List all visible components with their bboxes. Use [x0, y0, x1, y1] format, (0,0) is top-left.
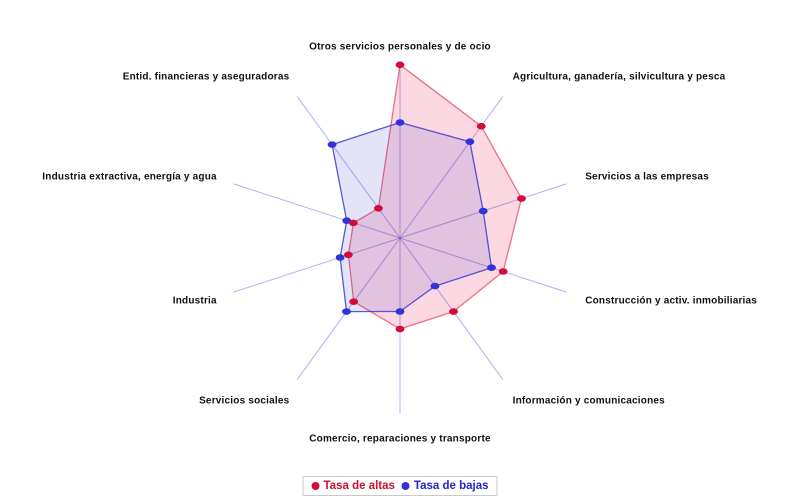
bajas-point-8[interactable] — [342, 217, 352, 224]
altas-point-1[interactable] — [476, 122, 486, 130]
axis-label-6: Servicios sociales — [199, 395, 290, 406]
axis-label-8: Industria extractiva, energía y agua — [42, 172, 217, 183]
bajas-point-5[interactable] — [395, 308, 405, 315]
axis-line-1 — [399, 96, 504, 239]
axis-label-9: Entid. financieras y aseguradoras — [123, 72, 290, 83]
bajas-point-7[interactable] — [335, 254, 345, 261]
altas-point-7[interactable] — [344, 251, 353, 259]
altas-point-8[interactable] — [349, 219, 358, 227]
axis-label-7: Industria — [173, 295, 217, 306]
axis-label-4: Información y comunicaciones — [513, 395, 666, 406]
axis-line-7 — [233, 237, 401, 293]
axis-label-5: Comercio, reparaciones y transporte — [309, 434, 491, 445]
bajas-point-4[interactable] — [430, 282, 440, 290]
bajas-point-1[interactable] — [465, 138, 475, 145]
altas-point-4[interactable] — [449, 308, 458, 315]
legend-item-tasa-de-bajas[interactable]: Tasa de bajas — [401, 479, 489, 493]
altas-point-0[interactable] — [395, 61, 405, 69]
bajas-point-3[interactable] — [487, 264, 496, 272]
altas-point-3[interactable] — [498, 268, 508, 275]
axis-line-9 — [296, 96, 401, 239]
altas-series-dot-icon — [311, 482, 320, 490]
axis-label-0: Otros servicios personales y de ocio — [309, 42, 491, 53]
axis-label-3: Construcción y activ. inmobiliarias — [585, 295, 757, 306]
bajas-point-2[interactable] — [478, 207, 488, 215]
bajas-point-9[interactable] — [327, 141, 337, 148]
bajas-point-6[interactable] — [342, 308, 351, 315]
altas-point-2[interactable] — [517, 195, 526, 202]
altas-point-5[interactable] — [395, 325, 405, 333]
axis-line-8 — [233, 183, 401, 239]
bajas-point-0[interactable] — [395, 119, 405, 126]
altas-point-9[interactable] — [374, 205, 383, 212]
altas-point-6[interactable] — [349, 298, 359, 306]
axis-line-3 — [399, 237, 567, 293]
axis-label-1: Agricultura, ganadería, silvicultura y p… — [513, 72, 726, 83]
axis-label-2: Servicios a las empresas — [585, 172, 709, 183]
legend-item-tasa-de-altas[interactable]: Tasa de altas — [311, 479, 395, 493]
chart-legend: Tasa de altas Tasa de bajas — [302, 476, 498, 496]
legend-label-altas: Tasa de altas — [323, 480, 395, 492]
bajas-series-dot-icon — [401, 482, 410, 490]
legend-label-bajas: Tasa de bajas — [413, 480, 489, 492]
